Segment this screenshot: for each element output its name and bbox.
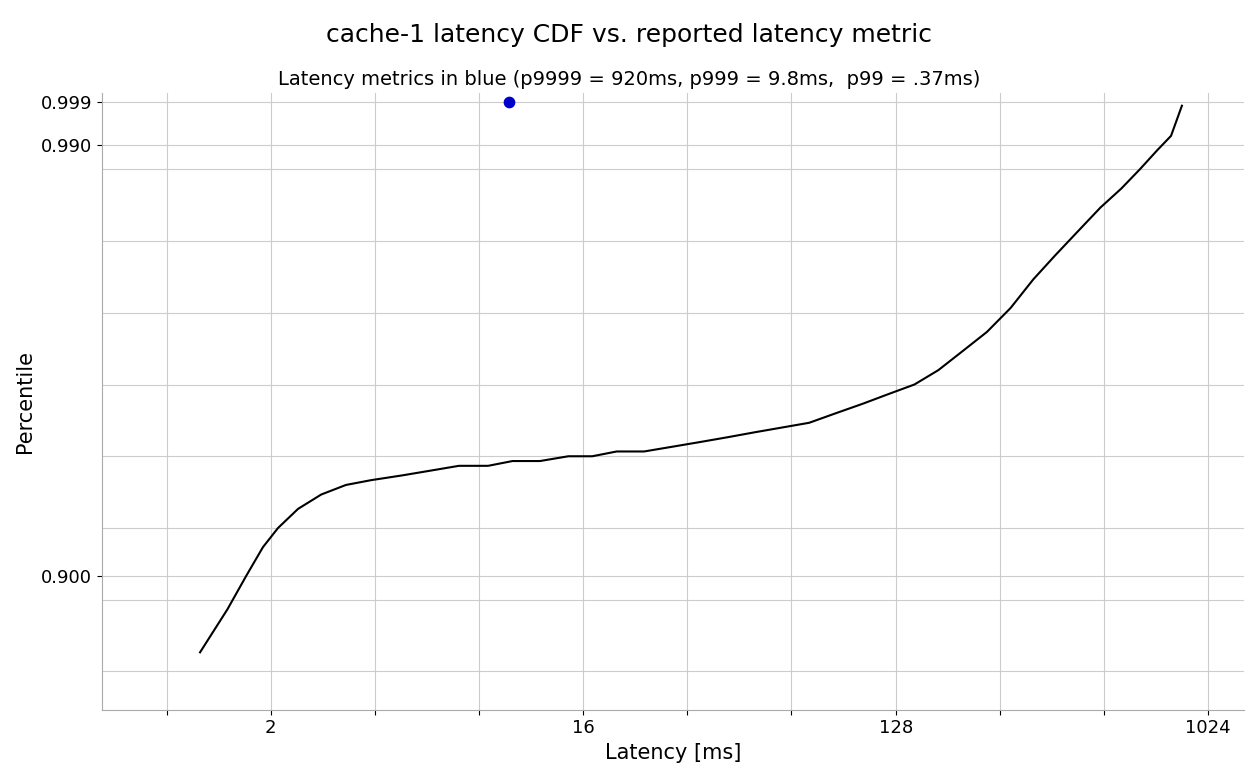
Point (8, 139, 28, 152)
Point (500, 96, 520, 109)
X-axis label: Latency [ms]: Latency [ms] (604, 743, 742, 763)
Text: Latency metrics in blue (p9999 = 920ms, p999 = 9.8ms,  p99 = .37ms): Latency metrics in blue (p9999 = 920ms, … (278, 70, 981, 89)
Text: cache-1 latency CDF vs. reported latency metric: cache-1 latency CDF vs. reported latency… (326, 23, 933, 47)
Y-axis label: Percentile: Percentile (15, 350, 35, 453)
